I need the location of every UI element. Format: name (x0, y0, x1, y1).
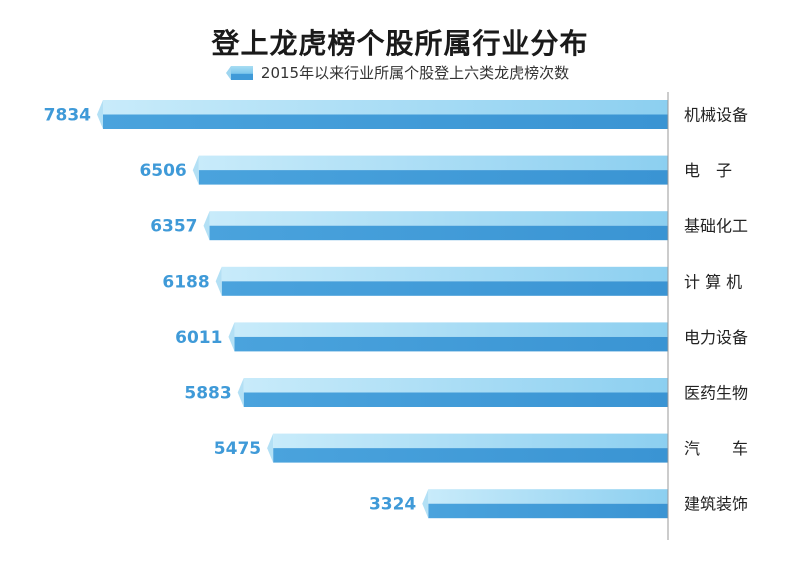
category-label-1: 电 子 (684, 161, 732, 180)
bar-cap-4 (228, 322, 235, 352)
bar-top-0 (103, 100, 668, 115)
bar-cap-7 (422, 489, 429, 519)
value-label-4: 6011 (175, 328, 222, 348)
bar-bottom-6 (273, 448, 668, 463)
bar-cap-1 (192, 155, 199, 185)
value-label-1: 6506 (139, 161, 186, 181)
bar-1 (192, 155, 668, 185)
value-label-0: 7834 (44, 106, 91, 126)
bar-bottom-2 (209, 225, 668, 241)
bar-cap-2 (203, 211, 210, 241)
bar-top-5 (243, 378, 668, 393)
chart-title: 登上龙虎榜个股所属行业分布 (211, 27, 589, 60)
bar-cap-5 (237, 378, 244, 407)
bar-cap-3 (215, 266, 222, 296)
bar-7 (422, 489, 668, 519)
bar-top-4 (234, 322, 668, 337)
bar-cap-0 (97, 100, 103, 129)
category-label-6: 汽 车 (684, 439, 748, 458)
bar-2 (203, 211, 668, 241)
value-label-3: 6188 (162, 272, 209, 292)
bar-3 (215, 266, 668, 296)
category-label-3: 计 算 机 (684, 272, 742, 291)
category-label-5: 医药生物 (684, 384, 748, 403)
legend-swatch (225, 65, 253, 80)
bar-4 (228, 322, 668, 352)
category-label-0: 机械设备 (684, 106, 748, 125)
bar-bottom-0 (103, 114, 668, 129)
chart-legend: 2015年以来行业所属个股登上六类龙虎榜次数 (0, 62, 800, 83)
bar-top-7 (428, 489, 668, 504)
value-label-6: 5475 (214, 439, 261, 459)
legend-label: 2015年以来行业所属个股登上六类龙虎榜次数 (260, 64, 570, 82)
bar-cap-6 (267, 433, 274, 463)
value-label-5: 5883 (184, 384, 231, 404)
bar-top-1 (198, 155, 668, 171)
value-label-7: 3324 (369, 495, 416, 515)
bar-bottom-3 (221, 281, 668, 296)
bar-6 (267, 433, 668, 463)
bar-top-3 (221, 266, 668, 282)
bar-top-6 (273, 433, 668, 449)
bar-bottom-1 (198, 170, 668, 185)
bar-bottom-5 (243, 392, 668, 407)
bar-top-2 (209, 211, 668, 226)
bar-bottom-4 (234, 336, 668, 352)
category-label-4: 电力设备 (684, 328, 748, 347)
category-label-2: 基础化工 (684, 217, 748, 236)
value-label-2: 6357 (150, 217, 197, 237)
bar-5 (237, 378, 668, 407)
category-label-7: 建筑装饰 (684, 495, 748, 514)
bar-bottom-7 (428, 503, 668, 519)
bar-0 (97, 100, 668, 129)
